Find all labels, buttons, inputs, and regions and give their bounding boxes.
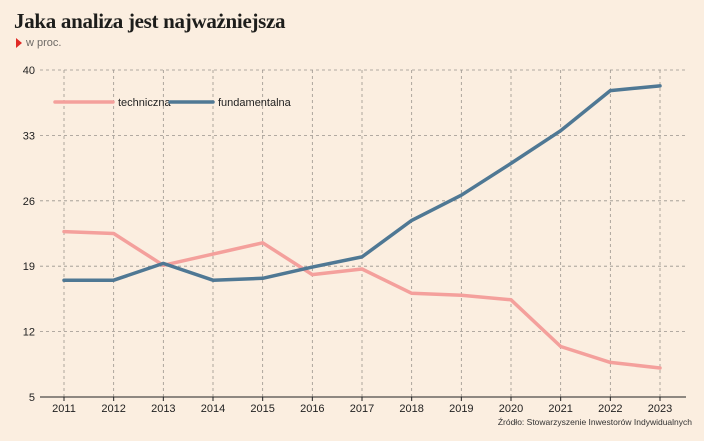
x-tick-label: 2014: [201, 403, 225, 415]
y-tick-label: 40: [23, 65, 35, 77]
legend: techniczna fundamentalna: [53, 97, 292, 109]
x-tick-label: 2013: [151, 403, 175, 415]
x-tick-label: 2011: [52, 403, 76, 415]
x-tick-label: 2012: [101, 403, 125, 415]
x-tick-label: 2021: [548, 403, 572, 415]
y-tick-label: 19: [23, 261, 35, 273]
y-tick-label: 33: [23, 130, 35, 142]
y-tick-label: 5: [29, 392, 35, 404]
series-line-fundamentalna: [62, 84, 662, 282]
series-line-techniczna: [62, 229, 662, 370]
x-tick-label: 2020: [499, 403, 523, 415]
axes: 5 12 19 26 33 40 2011 2012 2013 2014 2015 2016 2017 2…: [23, 65, 686, 415]
series-lines: [62, 84, 662, 370]
x-tick-label: 2018: [399, 403, 423, 415]
chart-subtitle: w proc.: [26, 37, 62, 49]
x-tick-label: 2023: [648, 403, 672, 415]
chart-title: Jaka analiza jest najważniejsza: [14, 9, 286, 33]
x-tick-label: 2022: [598, 403, 622, 415]
x-tick-label: 2016: [300, 403, 324, 415]
grid-lines: [40, 69, 686, 397]
x-tick-label: 2017: [350, 403, 374, 415]
subtitle-row: w proc.: [16, 37, 61, 49]
legend-label-fundamentalna: fundamentalna: [218, 97, 292, 109]
x-tick-label: 2015: [250, 403, 274, 415]
source-note: Źródło: Stowarzyszenie Inwestorów Indywi…: [497, 417, 692, 427]
legend-label-techniczna: techniczna: [118, 97, 171, 109]
y-tick-label: 12: [23, 327, 35, 339]
y-tick-label: 26: [23, 196, 35, 208]
triangle-marker-icon: [16, 38, 22, 48]
x-tick-label: 2019: [449, 403, 473, 415]
